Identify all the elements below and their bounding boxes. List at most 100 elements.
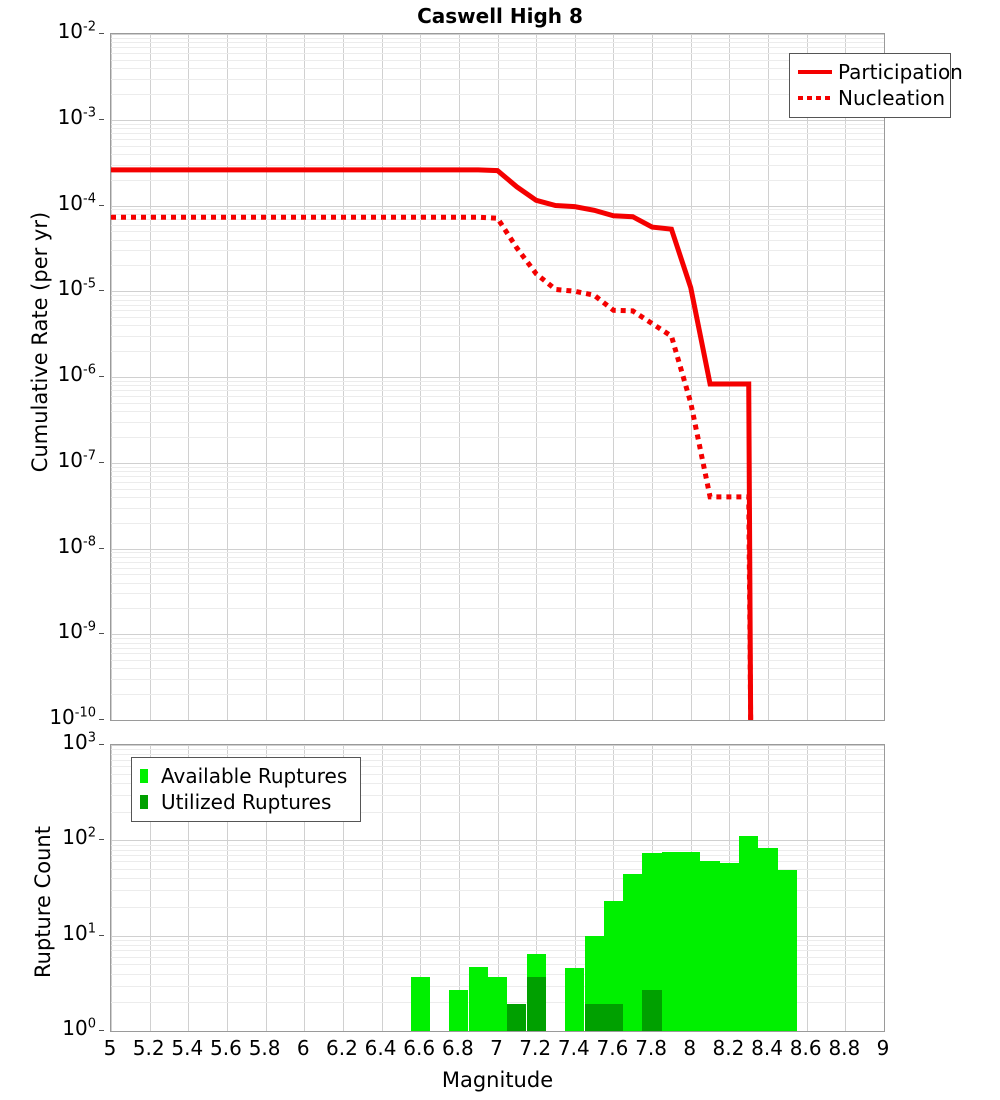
gridline-vertical (150, 745, 151, 1031)
gridline-horizontal (111, 133, 884, 134)
y-tick-mark (99, 33, 104, 34)
available-rupture-bar (719, 862, 739, 1031)
gridline-horizontal (111, 463, 884, 464)
available-rupture-bar (468, 966, 488, 1031)
dotted-line-icon (798, 96, 832, 100)
gridline-vertical (459, 745, 460, 1031)
gridline-horizontal (111, 482, 884, 483)
gridline-vertical (304, 745, 305, 1031)
gridline-horizontal (111, 850, 884, 851)
y-tick-mark (99, 461, 104, 463)
y-tick-label: 102 (62, 825, 104, 849)
x-tick-label: 6.6 (403, 1036, 436, 1060)
gridline-horizontal (111, 774, 884, 775)
gridline-horizontal (111, 489, 884, 490)
gridline-horizontal (111, 643, 884, 644)
tick-base: 10 (57, 362, 84, 386)
gridline-horizontal (111, 574, 884, 575)
gridline-horizontal (111, 974, 884, 975)
participation-curve (111, 167, 754, 720)
y-tick-label: 101 (62, 921, 104, 945)
utilized-rupture-bar (642, 989, 662, 1031)
available-rupture-bar (681, 852, 701, 1031)
tick-exponent: -4 (83, 190, 96, 206)
available-rupture-bar (777, 869, 797, 1031)
mfd-curves (111, 167, 754, 720)
x-tick-label: 7.2 (519, 1036, 552, 1060)
x-tick-label: 5 (103, 1036, 117, 1060)
legend-label: Utilized Ruptures (161, 790, 332, 814)
legend-label: Participation (838, 60, 963, 84)
gridline-horizontal (111, 694, 884, 695)
gridline-horizontal (111, 660, 884, 661)
gridline-horizontal (111, 668, 884, 669)
y-tick-mark (99, 719, 104, 720)
gridline-horizontal (111, 240, 884, 241)
tick-exponent: -10 (74, 705, 96, 721)
tick-exponent: -7 (83, 448, 96, 464)
gridline-horizontal (111, 760, 884, 761)
gridline-horizontal (111, 291, 884, 292)
available-rupture-bar (487, 976, 508, 1031)
x-tick-label: 7.4 (557, 1036, 590, 1060)
page-title: Caswell High 8 (417, 4, 583, 28)
gridline-horizontal (111, 206, 884, 207)
gridline-horizontal (111, 638, 884, 639)
y-tick-label: 100 (62, 1016, 104, 1040)
tick-exponent: -9 (83, 619, 96, 635)
gridline-horizontal (111, 754, 884, 755)
gridline-horizontal (111, 180, 884, 181)
y-tick-label: 10-9 (58, 619, 104, 643)
y-tick-label: 10-7 (58, 448, 104, 472)
available-rupture-bar (739, 836, 759, 1031)
x-tick-label: 5.8 (248, 1036, 281, 1060)
y-tick-mark (99, 290, 104, 292)
available-rupture-bar (700, 860, 720, 1031)
gridline-horizontal (111, 845, 884, 846)
utilized-rupture-bar (603, 1004, 624, 1031)
available-rupture-bar (603, 901, 624, 1031)
gridline-horizontal (111, 766, 884, 767)
gridline-vertical (188, 745, 189, 1031)
gridline-horizontal (111, 745, 884, 746)
gridline-horizontal (111, 120, 884, 121)
gridline-vertical (343, 745, 344, 1031)
gridline-horizontal (111, 593, 884, 594)
y-tick-mark (99, 118, 104, 120)
tick-base: 10 (57, 276, 84, 301)
gridline-horizontal (111, 165, 884, 166)
gridline-vertical (498, 745, 499, 1031)
gridline-horizontal (111, 225, 884, 226)
gridline-horizontal (111, 890, 884, 891)
x-tick-label: 8.2 (712, 1036, 745, 1060)
gridline-horizontal (111, 812, 884, 813)
gridline-horizontal (111, 679, 884, 680)
x-tick-label: 5.2 (132, 1036, 165, 1060)
gridline-horizontal (111, 42, 884, 43)
gridline-horizontal (111, 855, 884, 856)
gridline-horizontal (111, 648, 884, 649)
tick-base: 10 (57, 190, 84, 215)
gridline-horizontal (111, 523, 884, 524)
x-tick-label: 8.4 (751, 1036, 783, 1060)
tick-base: 10 (57, 619, 84, 644)
tick-exponent: -6 (83, 362, 96, 378)
legend-item: Utilized Ruptures (140, 789, 352, 815)
x-tick-label: 6.4 (364, 1036, 397, 1060)
gridline-horizontal (111, 325, 884, 326)
gridline-horizontal (111, 336, 884, 337)
gridline-horizontal (111, 749, 884, 750)
y-tick-mark (99, 934, 104, 936)
gridline-horizontal (111, 471, 884, 472)
gridline-horizontal (111, 795, 884, 796)
gridline-horizontal (111, 940, 884, 941)
gridline-horizontal (111, 34, 884, 35)
gridline-horizontal (111, 437, 884, 438)
bottom-plot-y-ticks: 103 102 101 100 (0, 730, 104, 1040)
gridline-horizontal (111, 411, 884, 412)
gridline-horizontal (111, 403, 884, 404)
y-tick-mark (99, 376, 104, 377)
y-tick-label: 10-5 (58, 276, 104, 300)
x-tick-label: 7 (490, 1036, 503, 1060)
